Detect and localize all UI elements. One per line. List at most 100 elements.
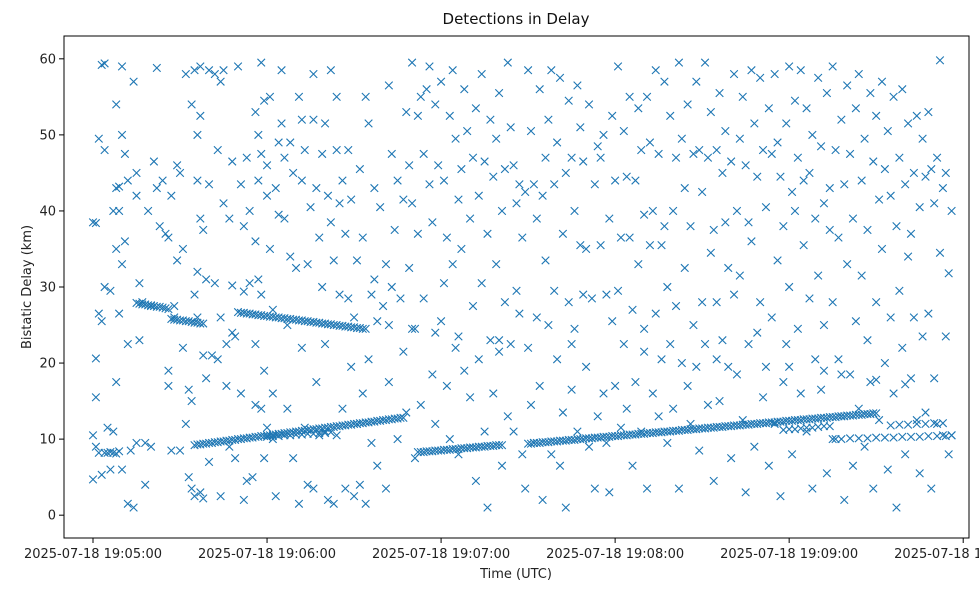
data-point	[828, 298, 837, 307]
data-point	[88, 475, 98, 484]
data-point	[930, 418, 939, 428]
data-point	[680, 263, 689, 273]
data-point	[193, 176, 202, 185]
data-point	[503, 412, 512, 421]
data-point	[199, 225, 208, 235]
data-point	[521, 484, 530, 493]
data-point	[613, 286, 623, 295]
data-point	[349, 491, 359, 501]
data-point	[840, 180, 849, 189]
data-point	[181, 419, 191, 429]
data-point	[648, 389, 658, 398]
data-point	[361, 92, 370, 102]
data-point	[877, 77, 887, 86]
data-point	[738, 92, 747, 102]
data-point	[355, 480, 365, 489]
data-point	[639, 324, 649, 334]
data-point	[715, 396, 724, 406]
data-point	[213, 355, 222, 364]
data-point	[886, 191, 895, 200]
data-point	[842, 259, 852, 269]
data-point	[784, 362, 794, 372]
data-point	[805, 294, 814, 303]
data-point	[515, 180, 524, 189]
data-point	[317, 282, 327, 292]
data-point	[384, 377, 394, 387]
data-point	[297, 176, 307, 185]
y-tick-label: 20	[39, 357, 56, 372]
data-point	[930, 374, 939, 383]
data-point	[457, 244, 466, 254]
x-tick-label: 2025-07-18 19:10:00	[894, 547, 979, 562]
data-point	[599, 389, 608, 398]
data-point	[642, 484, 652, 493]
x-tick-label: 2025-07-18 19:09:00	[720, 547, 858, 562]
data-point	[692, 362, 701, 372]
data-point	[277, 66, 286, 75]
data-point	[625, 92, 634, 102]
data-point	[117, 259, 127, 269]
data-point	[822, 88, 832, 98]
data-point	[141, 480, 150, 489]
data-point	[442, 381, 452, 391]
data-point	[178, 343, 188, 353]
data-point	[216, 313, 225, 322]
data-point	[947, 206, 956, 216]
data-point	[924, 309, 933, 318]
data-point	[552, 138, 562, 147]
data-point	[683, 100, 692, 109]
x-axis-ticks: 2025-07-18 19:05:00 2025-07-18 19:06:00 20…	[24, 538, 979, 562]
data-point	[288, 168, 298, 178]
data-point	[413, 111, 423, 121]
data-point	[599, 130, 608, 140]
data-point	[419, 294, 428, 303]
data-point	[845, 434, 855, 443]
data-point	[326, 218, 336, 227]
data-point	[367, 290, 376, 299]
data-point	[799, 176, 808, 185]
data-point	[570, 206, 579, 216]
data-point	[570, 324, 579, 334]
data-point	[889, 433, 898, 442]
data-point	[895, 153, 904, 162]
data-point	[709, 476, 718, 486]
data-point	[518, 233, 527, 242]
data-point	[500, 298, 510, 307]
data-point	[448, 259, 457, 269]
data-point	[465, 393, 475, 402]
data-point	[248, 472, 257, 482]
data-point	[639, 210, 649, 219]
data-point	[761, 362, 771, 372]
data-point	[480, 157, 489, 166]
data-point	[91, 218, 101, 228]
data-point	[845, 149, 855, 159]
data-point	[718, 336, 727, 345]
data-point	[573, 427, 582, 436]
data-point	[196, 488, 205, 497]
data-point	[187, 484, 196, 493]
data-point	[132, 438, 141, 448]
data-point	[802, 104, 811, 113]
data-point	[254, 130, 263, 140]
data-point	[120, 237, 130, 246]
data-point	[239, 495, 249, 505]
data-point	[88, 218, 98, 227]
data-point	[239, 221, 249, 231]
data-point	[283, 404, 292, 413]
data-point	[489, 172, 498, 181]
data-point	[555, 461, 565, 470]
data-point	[608, 111, 617, 121]
data-point	[657, 240, 666, 250]
data-point	[924, 107, 933, 117]
data-point	[915, 432, 924, 442]
data-point	[886, 313, 895, 322]
data-point	[532, 214, 541, 223]
data-point	[903, 119, 913, 128]
data-point	[442, 233, 452, 242]
data-point	[744, 339, 753, 349]
data-point	[271, 491, 280, 501]
data-point	[346, 195, 356, 204]
data-point	[228, 328, 237, 337]
data-point	[375, 202, 385, 212]
